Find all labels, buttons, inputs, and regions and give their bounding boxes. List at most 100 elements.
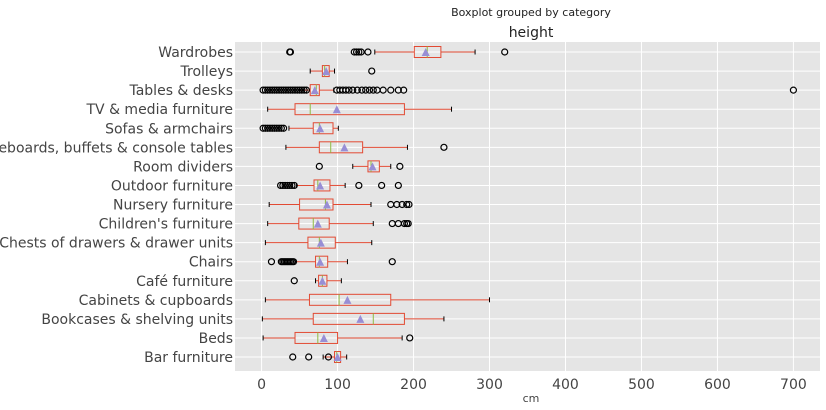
box-group	[289, 351, 348, 363]
y-tick-label: Cabinets & cupboards	[79, 293, 233, 309]
box-group	[261, 312, 445, 325]
outlier-point	[264, 124, 272, 132]
box-group	[268, 198, 413, 211]
mean-marker	[319, 333, 328, 342]
outlier-point	[501, 48, 509, 56]
outlier-point	[270, 124, 279, 132]
outlier-point	[368, 67, 376, 75]
mean-marker	[333, 353, 342, 361]
box-group	[315, 160, 404, 173]
box-iqr	[309, 84, 320, 97]
x-tick-label: 400	[552, 377, 579, 393]
box-group	[259, 122, 339, 135]
outlier-point	[405, 200, 413, 209]
outlier-point	[298, 86, 306, 94]
x-tick-label: 200	[400, 377, 427, 393]
outlier-point	[268, 86, 276, 94]
mean-marker	[310, 86, 319, 95]
x-tick-labels: 0 100 200 300 400 500 600 700	[257, 377, 807, 393]
y-tick-label: Beds	[199, 331, 233, 347]
box-iqr	[308, 293, 392, 306]
mean-marker	[316, 181, 325, 190]
outlier-point	[268, 124, 276, 132]
mean-marker	[313, 219, 322, 228]
outlier-point	[387, 86, 395, 94]
outlier-point	[264, 86, 272, 94]
outlier-point	[280, 86, 288, 94]
outlier-point	[400, 86, 408, 94]
box-group	[290, 274, 342, 287]
outlier-point	[404, 219, 412, 228]
chart-title: height	[509, 25, 554, 41]
outlier-point	[284, 86, 292, 94]
y-tick-label: Tables & desks	[128, 83, 233, 99]
outlier-point	[261, 86, 269, 94]
box-group	[262, 331, 414, 344]
outlier-point	[273, 86, 281, 94]
outlier-point	[357, 48, 365, 56]
outlier-point	[289, 86, 297, 94]
x-tick-label: 600	[704, 377, 731, 393]
outlier-point	[342, 86, 350, 94]
outlier-point	[286, 48, 295, 56]
mean-marker	[356, 314, 365, 323]
outlier-point	[273, 124, 281, 132]
box-group	[285, 141, 448, 154]
outlier-point	[266, 86, 274, 94]
outlier-point	[305, 353, 313, 361]
box-iqr	[313, 179, 331, 192]
y-tick-label: TV & media furniture	[85, 102, 233, 118]
mean-marker	[316, 238, 325, 247]
mean-marker	[316, 257, 325, 266]
outlier-point	[277, 124, 285, 132]
outlier-point	[276, 181, 285, 190]
box-group	[264, 236, 373, 249]
y-tick-label: Sofas & armchairs	[105, 121, 233, 137]
outlier-point	[261, 124, 269, 132]
outlier-point	[283, 181, 292, 190]
outlier-point	[355, 48, 363, 56]
outlier-point	[289, 353, 297, 361]
mean-marker	[368, 162, 377, 171]
outlier-point	[400, 219, 409, 228]
outlier-point	[279, 181, 287, 190]
y-tick-label: Room dividers	[133, 159, 233, 175]
y-tick-label: Trolleys	[180, 64, 233, 80]
outlier-point	[353, 86, 361, 94]
outlier-point	[282, 86, 290, 94]
mean-marker	[332, 105, 341, 114]
outlier-point	[396, 162, 404, 170]
outlier-point	[403, 200, 411, 209]
x-tick-label: 0	[257, 377, 266, 393]
box-iqr	[294, 103, 405, 116]
box-iqr	[312, 312, 405, 325]
y-tick-label: Children's furniture	[99, 217, 233, 233]
box-iqr	[307, 236, 336, 249]
outlier-point	[267, 258, 276, 266]
x-tick-label: 700	[780, 377, 807, 393]
outlier-point	[365, 86, 374, 94]
box-group	[276, 179, 402, 192]
outlier-point	[280, 124, 288, 132]
outlier-point	[275, 124, 283, 132]
mean-marker	[318, 276, 327, 285]
outlier-point	[349, 86, 357, 94]
outlier-point	[362, 86, 370, 94]
outlier-point	[388, 258, 396, 266]
y-tick-label: Bar furniture	[144, 350, 233, 366]
x-axis-label: cm	[523, 392, 540, 405]
outlier-point	[288, 181, 296, 190]
outlier-point	[286, 86, 295, 94]
box-group	[267, 103, 453, 116]
outlier-point	[315, 162, 323, 170]
outlier-point	[406, 334, 414, 342]
box-iqr	[299, 198, 334, 211]
outlier-point	[379, 86, 387, 94]
y-tick-label: Outdoor furniture	[111, 178, 233, 194]
outlier-point	[270, 86, 279, 94]
outlier-point	[281, 181, 289, 190]
outlier-point	[293, 86, 301, 94]
outlier-point	[295, 86, 304, 94]
box-iqr	[321, 65, 330, 78]
